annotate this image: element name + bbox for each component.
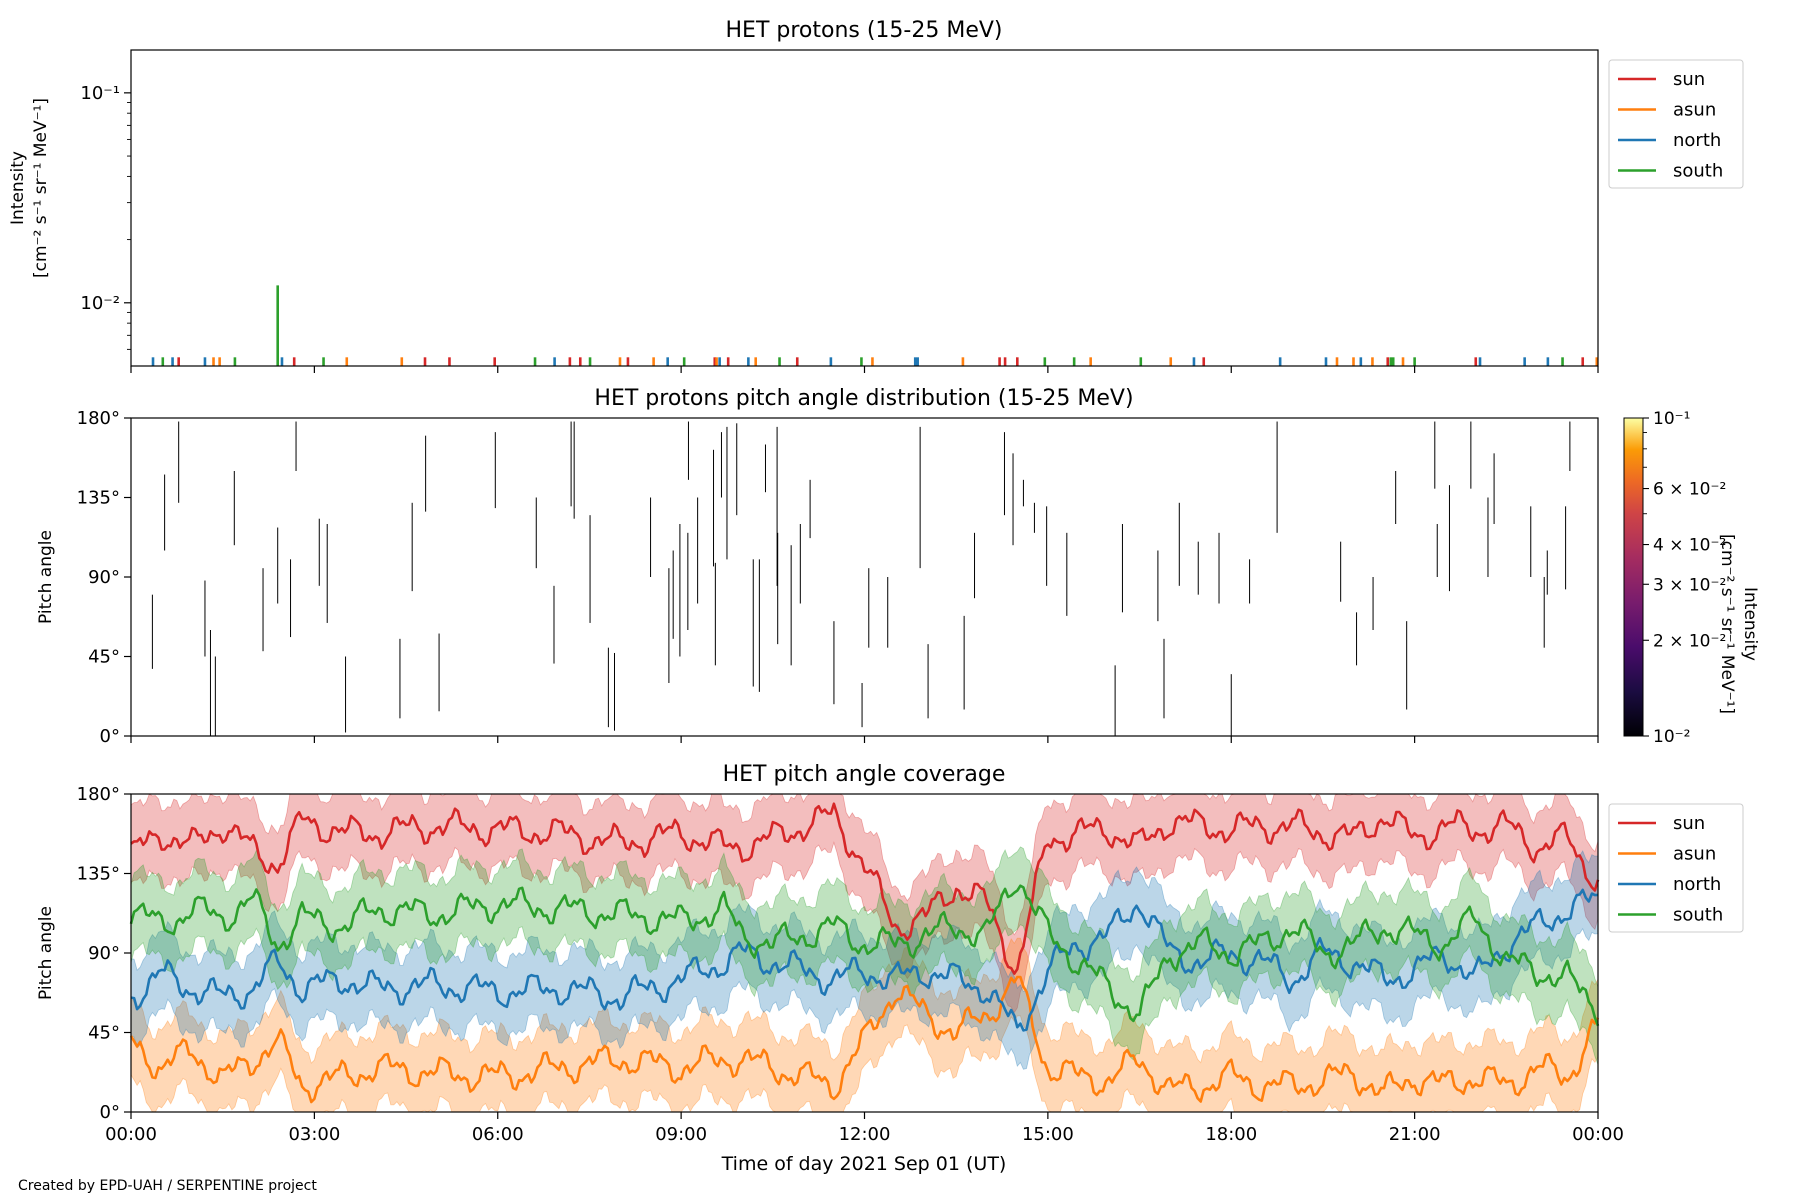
coverage-bands (130, 793, 1599, 1113)
y-tick-label: 0° (100, 1102, 120, 1123)
south-legend-label: south (1673, 905, 1723, 926)
coverage-axes: 0° 45° 90° 135° 180° (77, 784, 1599, 1123)
colorbar-ticks: 10⁻² 2 × 10⁻² 3 × 10⁻² 4 × 10⁻² 6 × 10⁻² 10⁻¹ (1643, 409, 1726, 747)
panel2-title: HET protons pitch angle distribution (15… (594, 386, 1133, 411)
sun-legend-label: sun (1673, 813, 1705, 834)
colorbar-tick-label: 2 × 10⁻² (1653, 631, 1726, 651)
north-legend-label: north (1673, 130, 1721, 151)
pad-heatmap-segments (151, 421, 1571, 736)
y-tick-label: 90° (88, 567, 120, 588)
y-tick-label: 180° (77, 784, 120, 805)
intensity-legend: sun asun north south (1608, 59, 1744, 189)
asun-legend-label: asun (1673, 844, 1716, 865)
legend-box (1608, 803, 1744, 933)
pitch-angle-distribution-panel: HET protons pitch angle distribution (15… (36, 386, 1760, 747)
y-tick-label: 0° (100, 726, 120, 747)
credit-footer: Created by EPD-UAH / SERPENTINE project (18, 1178, 317, 1194)
x-tick-label: 00:00 (1572, 1124, 1624, 1145)
intensity-plot-frame (130, 49, 1599, 367)
y-tick-label: 45° (88, 647, 120, 668)
y-tick-label: 45° (88, 1023, 120, 1044)
y-tick-label: 180° (77, 408, 120, 429)
colorbar-tick-label: 3 × 10⁻² (1653, 575, 1726, 595)
asun-coverage-line (129, 975, 1600, 1104)
coverage-lines (129, 802, 1600, 1104)
colorbar-label-line2: [cm⁻² s⁻¹ sr⁻¹ MeV⁻¹] (1717, 534, 1737, 714)
panel1-ylabel-line2: [cm⁻² s⁻¹ sr⁻¹ MeV⁻¹] (31, 98, 51, 278)
north-coverage-line (130, 888, 1599, 1032)
y-tick-label: 10⁻² (80, 293, 120, 314)
south-legend-label: south (1673, 161, 1723, 182)
south-coverage-line (129, 884, 1600, 1027)
colorbar-tick-label: 10⁻¹ (1653, 409, 1690, 429)
intensity-panel: HET protons (15-25 MeV) 10⁻¹ 10⁻² Intensi… (8, 18, 1744, 373)
x-tick-label: 09:00 (655, 1124, 707, 1145)
x-tick-label: 15:00 (1022, 1124, 1074, 1145)
x-tick-label: 00:00 (105, 1124, 157, 1145)
coverage-legend: sun asun north south (1608, 803, 1744, 933)
coverage-plot-frame (130, 793, 1599, 1113)
y-tick-label: 90° (88, 943, 120, 964)
panel1-ylabel: Intensity [cm⁻² s⁻¹ sr⁻¹ MeV⁻¹] (8, 98, 51, 278)
panel3-ylabel: Pitch angle (36, 906, 56, 1000)
colorbar-label-line1: Intensity (1740, 587, 1760, 661)
asun-legend-label: asun (1673, 100, 1716, 121)
x-tick-label: 12:00 (839, 1124, 891, 1145)
x-tick-label: 06:00 (472, 1124, 524, 1145)
x-tick-label: 21:00 (1389, 1124, 1441, 1145)
panel1-title: HET protons (15-25 MeV) (726, 18, 1003, 43)
sun-coverage-line (130, 802, 1600, 975)
north-legend-label: north (1673, 874, 1721, 895)
intensity-axes: 10⁻¹ 10⁻² (80, 83, 1599, 373)
pad-axes: 0° 45° 90° 135° 180° (77, 408, 1599, 747)
panel2-ylabel: Pitch angle (36, 530, 56, 624)
pitch-angle-coverage-panel: HET pitch angle coverage 0° 45° 90° 135° 180… (36, 762, 1744, 1175)
x-tick-label: 03:00 (288, 1124, 340, 1145)
colorbar-tick-label: 6 × 10⁻² (1653, 480, 1726, 500)
colorbar (1623, 417, 1644, 737)
legend-box (1608, 59, 1744, 189)
x-tick-label: 18:00 (1205, 1124, 1257, 1145)
colorbar-label: Intensity [cm⁻² s⁻¹ sr⁻¹ MeV⁻¹] (1717, 534, 1760, 714)
intensity-series-group (151, 285, 1599, 366)
x-axis-label: Time of day 2021 Sep 01 (UT) (721, 1153, 1007, 1175)
colorbar-tick-label: 4 × 10⁻² (1653, 536, 1726, 556)
y-tick-label: 135° (77, 864, 120, 885)
coverage-series-group (129, 793, 1600, 1113)
colorbar-tick-label: 10⁻² (1653, 727, 1690, 747)
panel1-ylabel-line1: Intensity (8, 151, 28, 225)
y-tick-label: 135° (77, 488, 120, 509)
sun-legend-label: sun (1673, 69, 1705, 90)
x-tick-labels: 00:00 03:00 06:00 09:00 12:00 15:00 18:00 21:00… (105, 1124, 1624, 1145)
panel3-title: HET pitch angle coverage (723, 762, 1006, 787)
y-tick-label: 10⁻¹ (80, 83, 120, 104)
pad-plot-frame (130, 417, 1599, 737)
